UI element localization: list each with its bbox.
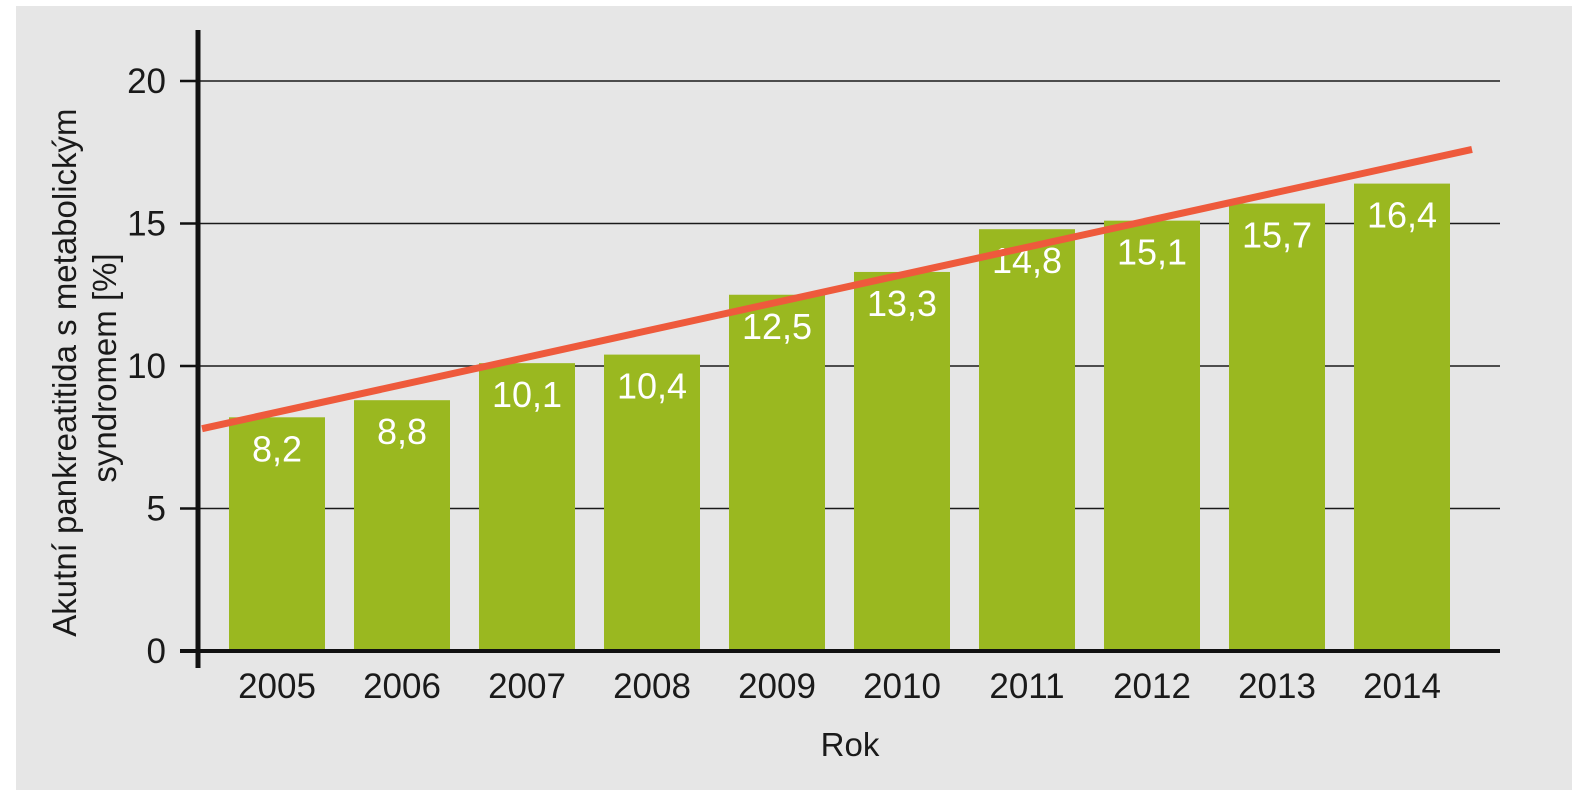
y-tick-label: 15: [127, 205, 166, 244]
bar-value-label: 16,4: [1367, 195, 1437, 236]
bar: [729, 294, 825, 651]
x-tick-label: 2013: [1238, 667, 1316, 706]
bar-value-label: 10,1: [492, 374, 562, 415]
x-tick-label: 2009: [738, 667, 816, 706]
y-axis-title-line-2: syndromem [%]: [86, 253, 123, 482]
x-tick-label: 2010: [863, 667, 941, 706]
x-tick-label: 2007: [488, 667, 566, 706]
bar: [979, 229, 1075, 651]
bars: [229, 183, 1450, 652]
y-axis-title-line-1: Akutní pankreatitida s metabolickým: [46, 108, 83, 636]
bar-value-labels: 8,2 8,810,1 10,412,513,314,8 15,1 15,7 16,4: [252, 195, 1437, 470]
x-tick-label: 2011: [989, 667, 1064, 706]
y-tick-label: 20: [127, 62, 166, 101]
bar: [229, 417, 325, 651]
bar: [354, 400, 450, 651]
bar: [1354, 183, 1450, 651]
x-tick-label: 2006: [363, 667, 441, 706]
bar-value-label: 13,3: [867, 283, 937, 324]
bar: [604, 354, 700, 651]
y-axis-title: Akutní pankreatitida s metabolickým synd…: [46, 99, 123, 636]
bar: [854, 271, 950, 651]
x-tick-label: 2005: [238, 667, 316, 706]
bar-value-label: 10,4: [617, 366, 687, 407]
bar: [1229, 203, 1325, 652]
chart-panel: 8,2 8,8 10,1 10,4 12,5 13,3 14,8 15,1 15,7 16,4 0…: [16, 6, 1572, 790]
y-tick-label: 5: [147, 490, 166, 529]
x-tick-label: 2012: [1113, 667, 1191, 706]
x-axis-title: Rok: [821, 726, 880, 763]
trend-line: [201, 145, 1473, 433]
axes: [180, 30, 1500, 668]
y-tick-label: 10: [127, 347, 166, 386]
trend-line-path: [201, 145, 1473, 433]
x-tick-labels: 2005 2006 2007 2008 2009 2010 2011 2012 2013 2014: [238, 667, 1441, 706]
bar-value-label: 8,2: [252, 428, 302, 469]
bar: [1104, 220, 1200, 651]
bar-value-label: 15,1: [1117, 232, 1187, 273]
y-tick-label: 0: [147, 632, 166, 671]
bar-value-label: 15,7: [1242, 215, 1312, 256]
x-tick-label: 2008: [613, 667, 691, 706]
x-tick-label: 2014: [1363, 667, 1441, 706]
bar-value-label: 12,5: [742, 306, 812, 347]
bar: [479, 363, 575, 651]
y-tick-labels: 0 5 10 15 20: [127, 62, 166, 671]
bar-chart: 8,2 8,810,1 10,412,513,314,8 15,1 15,7 16,4 0…: [46, 30, 1500, 763]
bar-value-label: 8,8: [377, 411, 427, 452]
